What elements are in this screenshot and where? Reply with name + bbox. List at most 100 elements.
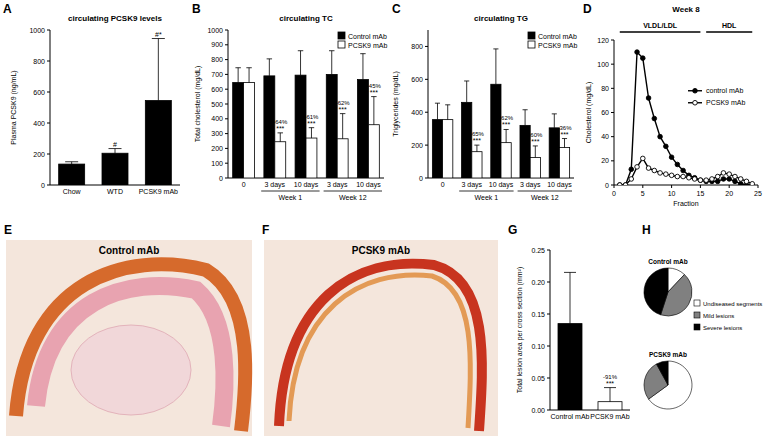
group-label: Week 1 [279, 194, 303, 201]
error-cap [329, 50, 334, 51]
bar [491, 84, 501, 178]
error-bar [604, 388, 616, 402]
y-tick [47, 92, 50, 93]
error-bar [371, 97, 376, 125]
y-tick [225, 30, 228, 31]
bar [530, 157, 540, 178]
image-title: PCSK9 mAb [352, 245, 410, 256]
marker [727, 177, 732, 182]
marker [681, 174, 686, 179]
x-tick-label: WTD [107, 188, 123, 195]
y-axis-label: Total lesion area per cross section (mm²… [516, 267, 524, 393]
title: circulating PCSK9 levels [68, 14, 162, 23]
marker [669, 155, 674, 160]
y-tick-label: 400 [411, 109, 423, 116]
y-tick-label: 600 [211, 86, 223, 93]
y-tick-label: 0.25 [531, 247, 545, 254]
marker [733, 174, 738, 179]
error-cap [278, 132, 283, 133]
y-tick-label: 700 [211, 71, 223, 78]
y-tick-label: 200 [211, 145, 223, 152]
marks [558, 272, 622, 410]
bar [295, 75, 306, 178]
error-stem [564, 139, 565, 148]
group-line [518, 191, 572, 192]
histology-image: PCSK9 mAb [264, 240, 498, 436]
y-tick [611, 40, 614, 41]
y-tick-label: 60 [601, 109, 609, 116]
error-cap [604, 387, 616, 388]
legend-label: PCSK9 mAb [538, 42, 577, 49]
legend-label: Undiseased segments [703, 301, 762, 307]
y-tick-label: 800 [211, 56, 223, 63]
pie-title: PCSK9 mAb [649, 351, 687, 358]
annotation: *** [531, 138, 539, 145]
x-tick-label: Control mAb [551, 413, 590, 420]
y-tick [47, 185, 50, 186]
error-stem [466, 81, 467, 102]
x-tick [671, 185, 672, 188]
change-label: -36% [558, 125, 573, 131]
x-tick-label: 15 [697, 190, 705, 197]
y-tick-label: 1000 [29, 27, 45, 34]
x-tick-label: 3 days [520, 181, 541, 189]
error-cap [109, 148, 122, 149]
y-tick [547, 410, 550, 411]
marker [738, 177, 743, 182]
marker [623, 183, 628, 185]
image-background [264, 240, 498, 436]
x-tick [729, 185, 730, 188]
y-tick [547, 346, 550, 347]
x-tick [642, 185, 643, 188]
figure: 02004006008001000##*ChowWTDPCSK9 mAbcirc… [0, 0, 766, 440]
error-bar [246, 68, 251, 83]
marker [652, 116, 657, 121]
pie-title: Control mAb [648, 258, 687, 265]
x-tick [700, 185, 701, 188]
error-cap [235, 67, 240, 68]
marker [727, 172, 732, 177]
y-tick-label: 0 [219, 175, 223, 182]
marker [635, 50, 640, 55]
marker [675, 174, 680, 179]
x-tick [614, 185, 615, 188]
error-bar [65, 162, 78, 164]
marker [641, 56, 646, 61]
error-bar [109, 149, 122, 154]
error-stem [115, 149, 116, 154]
annotation: *** [370, 89, 378, 96]
title: circulating TC [279, 14, 333, 23]
error-bar [474, 145, 479, 152]
legend-swatch [528, 41, 535, 48]
y-tick [425, 178, 428, 179]
x-tick-label: 10 days [489, 181, 514, 189]
error-stem [238, 68, 239, 83]
marks [432, 49, 569, 178]
pie-panel: Control mAbPCSK9 mAbUndiseased segmentsM… [644, 258, 762, 409]
panel-letter: B [192, 2, 201, 16]
error-stem [311, 128, 312, 138]
adventitia [289, 275, 470, 428]
bar [558, 324, 582, 410]
error-stem [525, 110, 526, 126]
x-tick-label: 3 days [327, 181, 348, 189]
y-tick-label: 20 [601, 157, 609, 164]
change-label: -62% [336, 100, 351, 106]
x-tick-label: 3 days [264, 181, 285, 189]
y-tick [225, 59, 228, 60]
y-tick [425, 112, 428, 113]
pie-slice [644, 268, 668, 315]
error-bar [360, 54, 365, 80]
legend-swatch [528, 32, 535, 39]
annotation: *** [339, 106, 347, 113]
marker [629, 167, 634, 172]
marker [750, 181, 755, 185]
group-label: Week 1 [475, 194, 499, 201]
y-tick [425, 46, 428, 47]
marker [629, 177, 634, 182]
y-axis-label: Triglycerides (mg/dL) [392, 71, 400, 136]
series-line [620, 52, 752, 185]
error-cap [504, 129, 509, 130]
bar [233, 83, 244, 178]
error-bar [552, 114, 557, 128]
